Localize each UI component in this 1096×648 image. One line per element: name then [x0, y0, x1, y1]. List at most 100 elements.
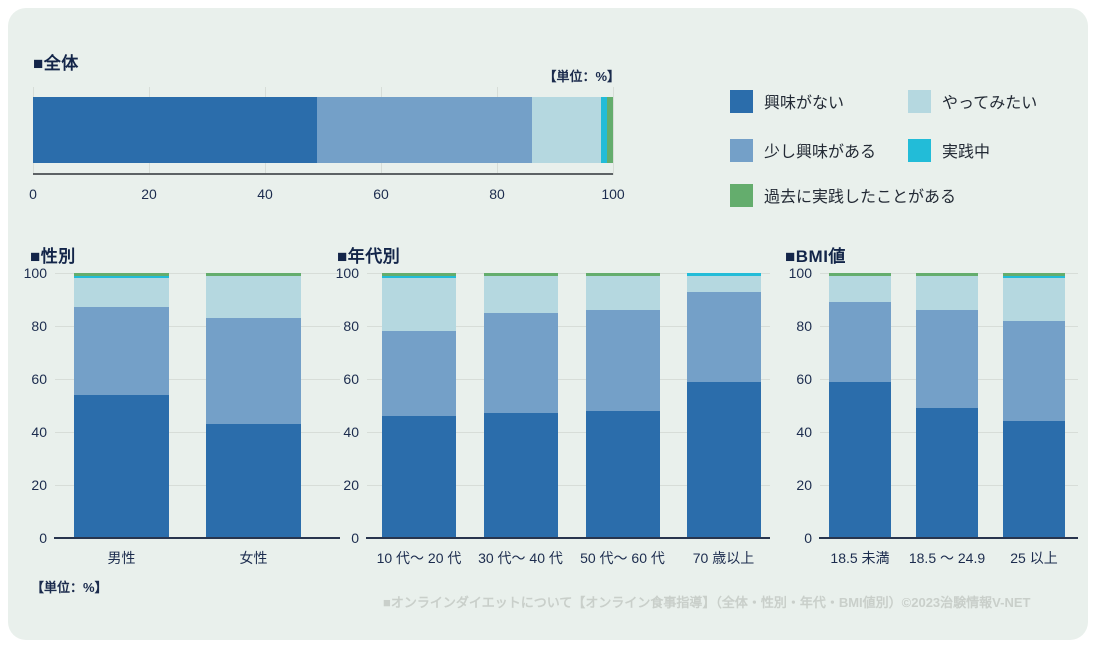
- legend-label: 少し興味がある: [764, 144, 877, 161]
- legend-swatch-icon: [730, 138, 753, 162]
- bar: [585, 273, 660, 538]
- bar-segment: [483, 413, 558, 538]
- category-label: 女性: [239, 550, 268, 566]
- bar: [206, 273, 301, 538]
- gender-unit-label: 【単位：%】: [31, 580, 108, 595]
- bar-segment: [829, 381, 891, 538]
- y-tick-label: 40: [796, 424, 812, 440]
- x-axis-line: [54, 537, 340, 539]
- bar-segment: [916, 273, 978, 276]
- bar: [916, 273, 978, 538]
- bar-segment: [1003, 273, 1065, 276]
- bar-segment: [382, 331, 456, 417]
- bar-segment: [74, 273, 169, 276]
- bar: [483, 273, 558, 538]
- bar-segment: [74, 307, 169, 395]
- y-tick-label: 20: [796, 477, 812, 493]
- y-tick-label: 80: [31, 318, 47, 334]
- category-label: 50 代〜 60 代: [580, 550, 665, 566]
- legend-item: 実践中: [908, 138, 990, 162]
- bar-segment: [585, 275, 660, 311]
- x-tick-label: 20: [141, 186, 157, 202]
- bar-segment: [206, 273, 301, 276]
- y-tick-label: 20: [343, 477, 359, 493]
- bar-segment: [829, 275, 891, 303]
- bar-segment: [382, 275, 456, 279]
- bar-segment: [206, 424, 301, 538]
- age-chart-title: ■年代別: [337, 247, 401, 266]
- bar-segment: [382, 416, 456, 538]
- bar-segment: [317, 97, 532, 163]
- bar-segment: [607, 97, 613, 163]
- y-tick-label: 100: [788, 265, 812, 281]
- legend-item: 過去に実践したことがある: [730, 183, 956, 207]
- legend-label: 実践中: [942, 144, 991, 161]
- y-gridline: [367, 379, 770, 380]
- legend-swatch-icon: [908, 138, 931, 162]
- bar-segment: [1003, 278, 1065, 321]
- bar: [829, 273, 891, 538]
- bar-segment: [686, 275, 761, 292]
- footer-caption: ■オンラインダイエットについて【オンライン食事指導】（全体・性別・年代・BMI値…: [383, 595, 1031, 610]
- bar-segment: [483, 275, 558, 313]
- age-chart-plot: 0 20 40 60 80 100 10 代〜 20 代 30 代〜 40 代 50 代〜 60…: [336, 265, 770, 566]
- bar-segment: [916, 275, 978, 311]
- category-label: 30 代〜 40 代: [478, 550, 563, 566]
- y-tick-label: 80: [343, 318, 359, 334]
- bar: [1003, 273, 1065, 538]
- bar-segment: [74, 278, 169, 308]
- bar-segment: [829, 273, 891, 276]
- category-label: 18.5 未満: [830, 550, 890, 566]
- legend-item: やってみたい: [908, 89, 1037, 113]
- bar-segment: [1003, 421, 1065, 538]
- gender-chart-title: ■性別: [30, 247, 76, 266]
- bar-segment: [829, 302, 891, 382]
- bar-segment: [585, 410, 660, 538]
- bar-segment: [916, 310, 978, 409]
- bar-segment: [74, 394, 169, 538]
- y-tick-label: 60: [343, 371, 359, 387]
- y-gridline: [367, 326, 770, 327]
- y-gridline: [367, 485, 770, 486]
- category-label: 男性: [107, 550, 136, 566]
- y-tick-label: 60: [31, 371, 47, 387]
- overall-bar: [33, 97, 613, 163]
- y-tick-label: 40: [31, 424, 47, 440]
- bar-segment: [382, 278, 456, 332]
- bar-segment: [33, 97, 318, 163]
- legend-label: やってみたい: [942, 95, 1038, 112]
- bar-segment: [916, 408, 978, 538]
- y-tick-label: 100: [23, 265, 47, 281]
- category-label: 70 歳以上: [692, 550, 755, 566]
- bar: [382, 273, 456, 538]
- bmi-chart-title: ■BMI値: [785, 247, 846, 266]
- x-tick-label: 60: [373, 186, 389, 202]
- y-gridline: [367, 273, 770, 274]
- legend-item: 少し興味がある: [730, 138, 876, 162]
- x-axis-line: [33, 173, 613, 175]
- legend-label: 興味がない: [764, 95, 845, 112]
- legend-swatch-icon: [730, 183, 753, 207]
- category-label: 10 代〜 20 代: [376, 550, 462, 566]
- bar-segment: [585, 273, 660, 276]
- y-tick-label: 40: [343, 424, 359, 440]
- x-gridline: [613, 87, 614, 175]
- y-tick-label: 100: [335, 265, 359, 281]
- x-tick-label: 0: [29, 186, 37, 202]
- legend-swatch-icon: [908, 89, 931, 113]
- bar: [686, 273, 761, 538]
- gender-chart-plot: 0 20 40 60 80 100 男性 女性: [24, 265, 340, 566]
- legend-swatch-icon: [730, 89, 753, 113]
- y-gridline: [55, 432, 340, 433]
- y-gridline: [55, 379, 340, 380]
- legend-item: 興味がない: [730, 89, 844, 113]
- bar-segment: [206, 318, 301, 425]
- legend-label: 過去に実践したことがある: [764, 189, 957, 206]
- y-tick-label: 20: [31, 477, 47, 493]
- bar-segment: [74, 275, 169, 279]
- y-gridline: [55, 485, 340, 486]
- bar-segment: [483, 312, 558, 414]
- y-gridline: [367, 432, 770, 433]
- x-tick-label: 80: [489, 186, 505, 202]
